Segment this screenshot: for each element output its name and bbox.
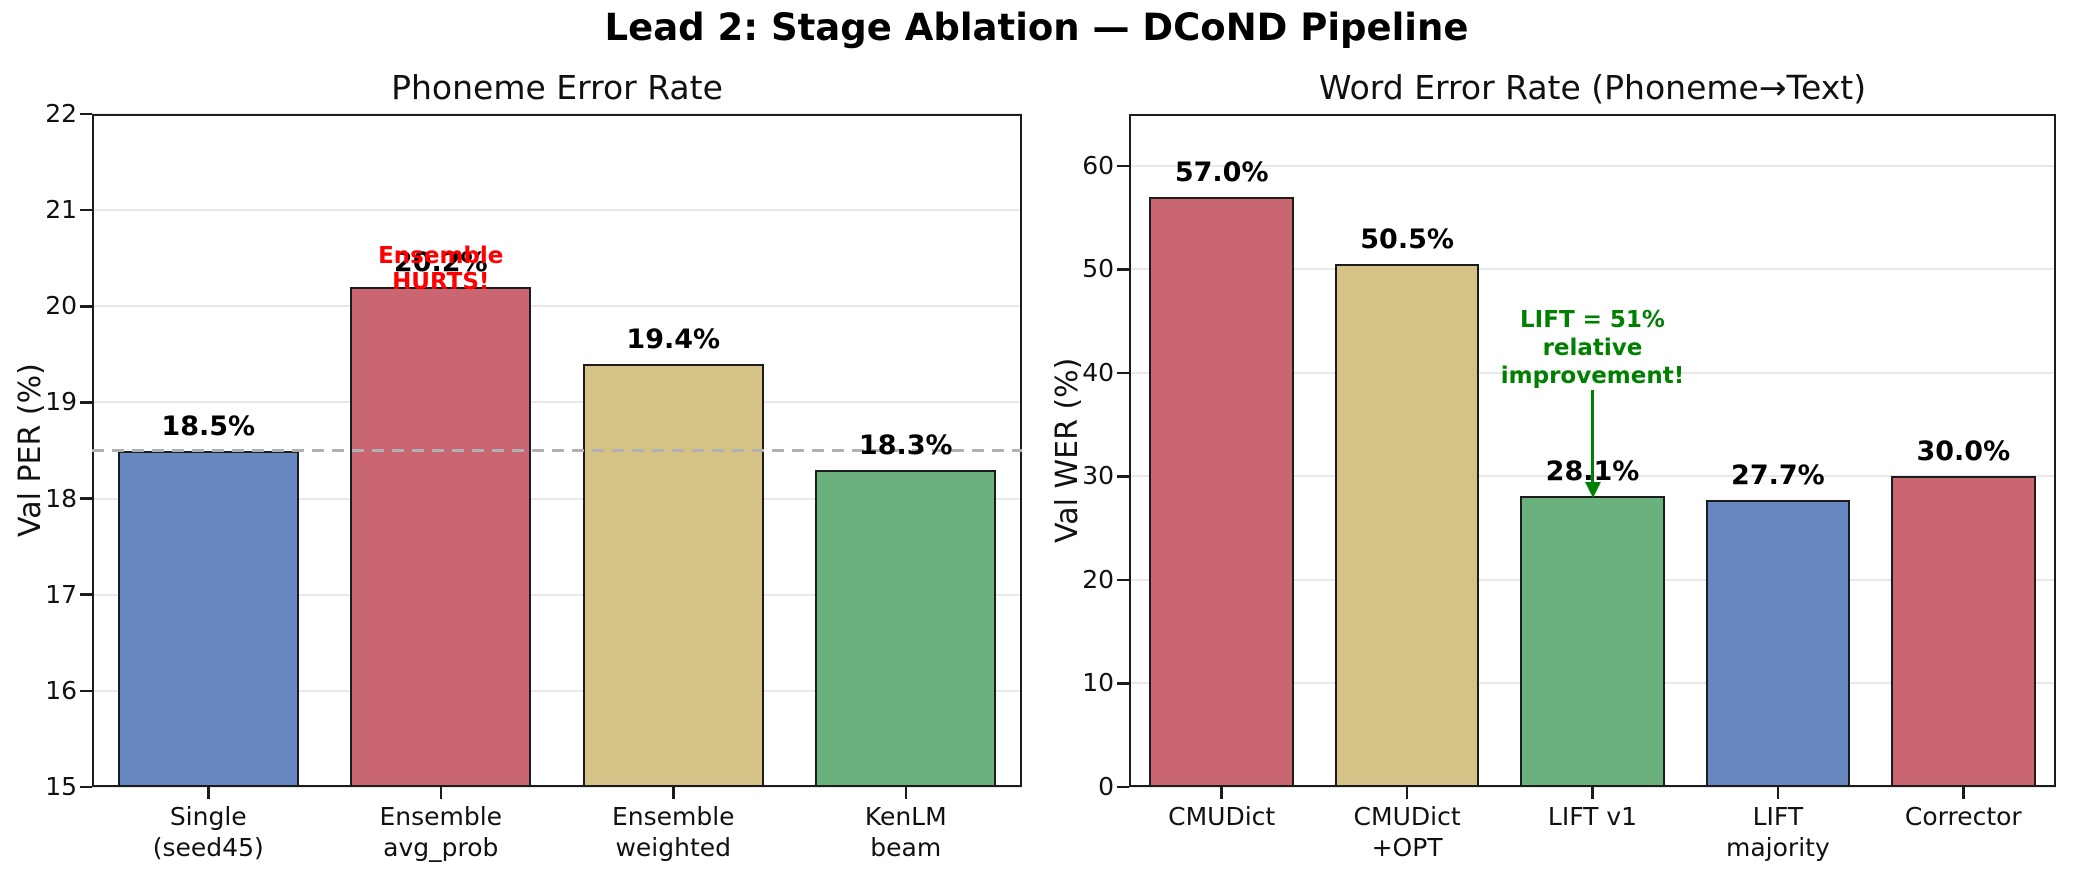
x-tick-mark	[1591, 787, 1594, 799]
y-tick-label: 0	[1098, 772, 1114, 801]
y-tick-label: 50	[1082, 254, 1114, 284]
y-tick-label: 22	[45, 99, 77, 128]
y-tick-mark	[80, 593, 92, 596]
bar-cmudict	[1149, 196, 1294, 787]
x-tick-mark	[439, 787, 442, 799]
gridline	[1129, 164, 2056, 167]
x-tick-mark	[1220, 787, 1223, 799]
y-tick-label: 30	[1082, 461, 1114, 491]
annotation-text: Ensemble HURTS!	[378, 243, 504, 296]
y-tick-mark	[1117, 785, 1129, 789]
x-tick-mark	[1405, 787, 1409, 799]
y-tick-mark	[1117, 268, 1129, 271]
y-tick-mark	[80, 689, 92, 693]
x-tick-label: Ensemble avg_prob	[379, 802, 503, 862]
y-tick-label: 15	[45, 772, 77, 801]
x-tick-mark	[1776, 787, 1780, 799]
subplot-title: Phoneme Error Rate	[391, 68, 723, 107]
x-tick-label: Ensemble weighted	[611, 802, 735, 862]
x-tick-label: KenLM beam	[864, 802, 947, 862]
annotation-text: LIFT = 51% relative improvement!	[1500, 307, 1685, 389]
gridline	[92, 593, 1022, 596]
bar-value-label: 19.4%	[626, 323, 721, 355]
gridline	[92, 305, 1022, 308]
gridline	[1129, 371, 2056, 374]
gridline	[92, 786, 1022, 788]
bar-value-label: 30.0%	[1916, 436, 2011, 468]
bar-corrector	[1890, 476, 2036, 787]
bar-lift-v1	[1520, 496, 1665, 787]
x-tick-label: CMUDict +OPT	[1353, 802, 1461, 862]
bar-cmudict-+opt	[1334, 264, 1480, 787]
y-tick-mark	[1117, 578, 1129, 582]
figure-title: Lead 2: Stage Ablation — DCoND Pipeline	[604, 6, 1469, 49]
y-tick-mark	[80, 401, 92, 404]
y-tick-mark	[80, 305, 92, 308]
y-tick-label: 60	[1082, 150, 1114, 180]
y-tick-mark	[1117, 371, 1129, 375]
bar-value-label: 18.3%	[858, 429, 953, 461]
x-tick-label: Corrector	[1904, 802, 2022, 831]
gridline	[92, 209, 1022, 212]
x-tick-label: LIFT v1	[1547, 802, 1638, 831]
y-tick-mark	[1117, 164, 1129, 168]
x-tick-mark	[904, 787, 907, 799]
bar-value-label: 57.0%	[1174, 156, 1269, 188]
x-tick-mark	[672, 787, 675, 799]
x-tick-label: Single (seed45)	[152, 802, 264, 862]
y-tick-mark	[80, 497, 92, 500]
y-tick-label: 16	[45, 675, 77, 705]
gridline	[92, 497, 1022, 500]
bar-single-(seed45)	[117, 450, 299, 787]
y-tick-label: 21	[45, 195, 77, 225]
y-tick-label: 17	[45, 579, 77, 609]
gridline	[92, 401, 1022, 404]
bar-value-label: 50.5%	[1360, 224, 1454, 256]
gridline	[92, 113, 1022, 115]
y-tick-label: 40	[1082, 357, 1114, 387]
y-tick-mark	[1117, 682, 1129, 685]
bar-lift-majority	[1705, 500, 1851, 787]
bar-value-label: 20.2%	[393, 247, 488, 279]
gridline	[92, 689, 1022, 692]
y-tick-mark	[80, 208, 92, 212]
annotation-arrow-head	[1584, 482, 1601, 498]
y-tick-mark	[1117, 475, 1129, 478]
annotation-arrow-line	[1591, 390, 1594, 482]
bar-value-label: 18.5%	[161, 410, 256, 442]
y-tick-label: 20	[45, 291, 77, 321]
y-tick-mark	[80, 112, 92, 116]
y-tick-mark	[80, 785, 92, 789]
gridline	[1129, 268, 2056, 271]
bar-kenlm-beam	[815, 469, 997, 787]
x-tick-mark	[207, 787, 210, 799]
bar-ensemble-avg_prob	[350, 287, 532, 787]
y-tick-label: 18	[45, 483, 77, 513]
bar-ensemble-weighted	[582, 363, 764, 787]
x-tick-label: CMUDict	[1168, 802, 1276, 831]
y-tick-label: 10	[1082, 668, 1114, 698]
y-tick-label: 20	[1082, 564, 1114, 594]
y-tick-label: 19	[45, 387, 77, 417]
x-tick-label: LIFT majority	[1726, 802, 1830, 862]
x-tick-mark	[1962, 787, 1965, 799]
bar-value-label: 27.7%	[1731, 460, 1825, 492]
subplot-title: Word Error Rate (Phoneme→Text)	[1318, 68, 1867, 107]
reference-dashed-line	[92, 449, 1022, 452]
